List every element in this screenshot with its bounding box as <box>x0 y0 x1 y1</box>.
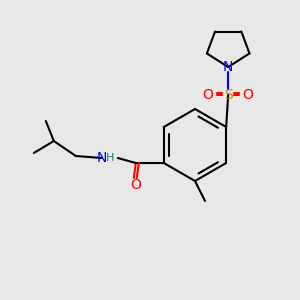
Text: O: O <box>130 178 141 192</box>
Text: N: N <box>97 151 107 165</box>
Text: S: S <box>224 88 233 102</box>
Text: O: O <box>203 88 214 102</box>
Text: O: O <box>243 88 254 102</box>
Text: N: N <box>223 60 233 74</box>
Text: H: H <box>106 153 114 163</box>
